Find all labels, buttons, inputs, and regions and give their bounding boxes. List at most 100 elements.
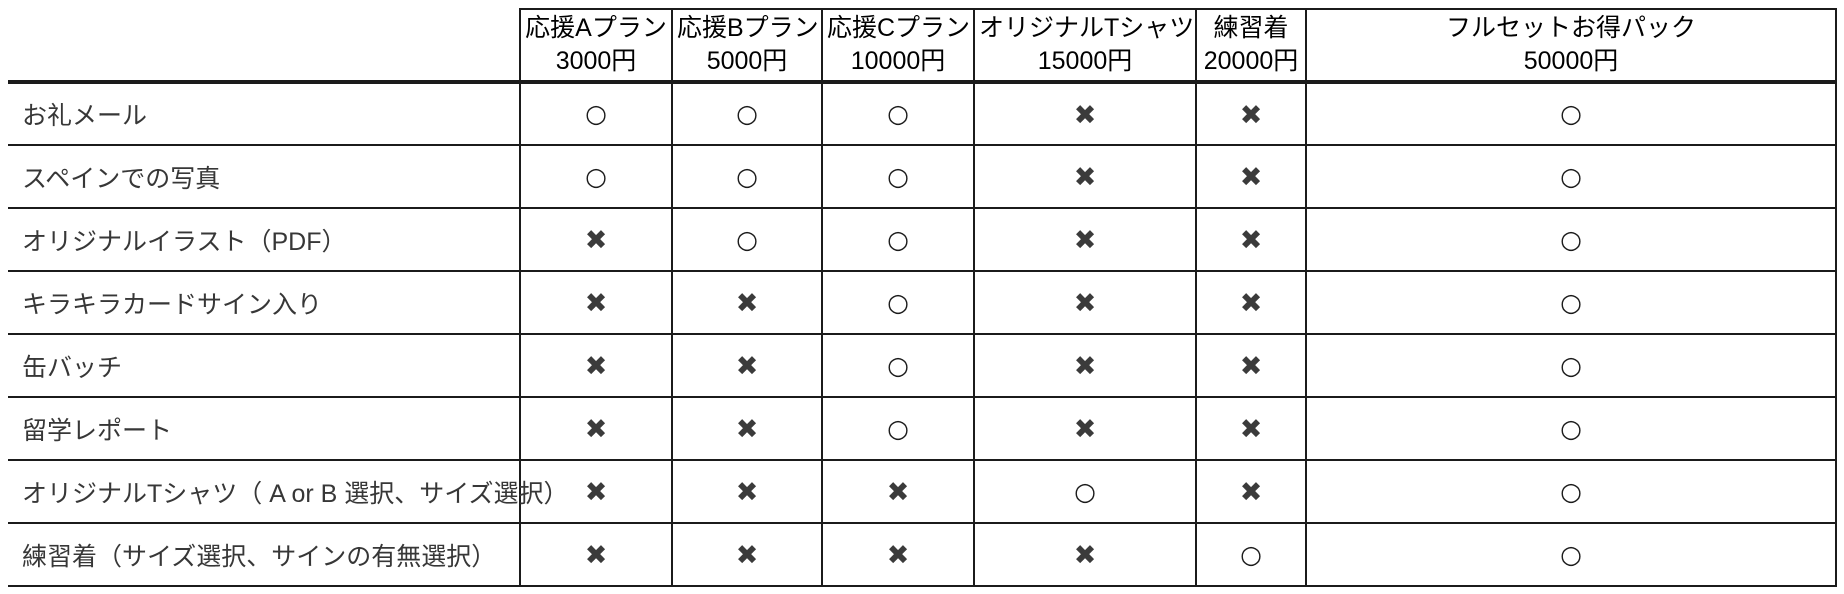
header-plan-tshirt-name: オリジナルTシャツ <box>979 14 1195 42</box>
cell-mark: ○ <box>1305 522 1837 587</box>
excluded-icon: ✖ <box>1239 162 1263 193</box>
excluded-icon: ✖ <box>886 540 910 571</box>
cell-mark: ✖ <box>973 144 1197 209</box>
cell-mark: ✖ <box>973 270 1197 335</box>
included-icon: ○ <box>1560 413 1582 443</box>
excluded-icon: ✖ <box>735 540 759 571</box>
table-row: 留学レポート ✖ ✖ ○ ✖ ✖ ○ <box>8 396 1837 461</box>
header-plan-c-price: 10000円 <box>850 47 946 75</box>
row-label: キラキラカードサイン入り <box>8 270 521 335</box>
excluded-icon: ✖ <box>1239 99 1263 131</box>
excluded-icon: ✖ <box>1239 351 1263 382</box>
header-plan-c: 応援Cプラン 10000円 <box>821 8 975 84</box>
header-plan-a: 応援Aプラン 3000円 <box>519 8 673 84</box>
included-icon: ○ <box>736 161 758 191</box>
excluded-icon: ✖ <box>735 477 759 508</box>
excluded-icon: ✖ <box>735 351 759 382</box>
included-icon: ○ <box>585 161 607 191</box>
row-label: 留学レポート <box>8 396 521 461</box>
cell-mark: ○ <box>821 144 975 209</box>
cell-mark: ○ <box>821 270 975 335</box>
excluded-icon: ✖ <box>584 288 608 319</box>
cell-mark: ○ <box>1305 459 1837 524</box>
cell-mark: ○ <box>821 207 975 272</box>
header-plan-b: 応援Bプラン 5000円 <box>671 8 823 84</box>
cell-mark: ✖ <box>1195 396 1307 461</box>
excluded-icon: ✖ <box>735 414 759 445</box>
header-plan-uniform: 練習着 20000円 <box>1195 8 1307 84</box>
included-icon: ○ <box>1560 224 1582 254</box>
cell-mark: ✖ <box>973 81 1197 146</box>
row-label: オリジナルTシャツ（ A or B 選択、サイズ選択） <box>8 459 569 524</box>
header-corner-cell <box>8 9 521 84</box>
table-row: 缶バッチ ✖ ✖ ○ ✖ ✖ ○ <box>8 333 1837 398</box>
excluded-icon: ✖ <box>1239 288 1263 319</box>
excluded-icon: ✖ <box>1073 540 1097 571</box>
cell-mark: ✖ <box>671 270 823 335</box>
excluded-icon: ✖ <box>1073 225 1097 256</box>
included-icon: ○ <box>736 99 758 128</box>
table-row: 練習着（サイズ選択、サインの有無選択） ✖ ✖ ✖ ✖ ○ ○ <box>8 522 1837 587</box>
table-row: キラキラカードサイン入り ✖ ✖ ○ ✖ ✖ ○ <box>8 270 1837 335</box>
excluded-icon: ✖ <box>735 288 759 319</box>
cell-mark: ○ <box>671 207 823 272</box>
cell-mark: ✖ <box>1195 81 1307 146</box>
included-icon: ○ <box>585 99 607 128</box>
header-plan-a-price: 3000円 <box>555 47 637 75</box>
cell-mark: ○ <box>671 144 823 209</box>
header-plan-b-price: 5000円 <box>706 47 788 75</box>
cell-mark: ✖ <box>671 396 823 461</box>
cell-mark: ○ <box>1195 522 1307 587</box>
cell-mark: ○ <box>1305 396 1837 461</box>
cell-mark: ○ <box>973 459 1197 524</box>
included-icon: ○ <box>1560 476 1582 506</box>
excluded-icon: ✖ <box>584 414 608 445</box>
included-icon: ○ <box>887 413 909 443</box>
header-plan-b-name: 応援Bプラン <box>677 14 819 42</box>
excluded-icon: ✖ <box>584 540 608 571</box>
header-plan-tshirt-price: 15000円 <box>1037 47 1133 75</box>
cell-mark: ✖ <box>1195 144 1307 209</box>
table-header: 応援Aプラン 3000円 応援Bプラン 5000円 応援Cプラン 10000円 … <box>8 8 1837 84</box>
cell-mark: ✖ <box>973 207 1197 272</box>
row-label: オリジナルイラスト（PDF） <box>8 207 521 272</box>
cell-mark: ✖ <box>519 207 673 272</box>
cell-mark: ○ <box>1305 207 1837 272</box>
cell-mark: ✖ <box>519 459 673 524</box>
header-plan-fullset-price: 50000円 <box>1523 47 1619 75</box>
excluded-icon: ✖ <box>886 477 910 508</box>
cell-mark: ✖ <box>821 522 975 587</box>
row-label: 缶バッチ <box>8 333 521 398</box>
included-icon: ○ <box>887 350 909 380</box>
cell-mark: ✖ <box>519 522 673 587</box>
included-icon: ○ <box>1560 350 1582 380</box>
cell-mark: ✖ <box>973 333 1197 398</box>
header-plan-fullset-name: フルセットお得パック <box>1445 14 1696 42</box>
cell-mark: ✖ <box>519 396 673 461</box>
cell-mark: ✖ <box>671 459 823 524</box>
cell-mark: ✖ <box>671 522 823 587</box>
cell-mark: ○ <box>1305 270 1837 335</box>
cell-mark: ✖ <box>1195 270 1307 335</box>
cell-mark: ○ <box>671 81 823 146</box>
included-icon: ○ <box>1240 539 1262 569</box>
row-label: 練習着（サイズ選択、サインの有無選択） <box>8 522 521 587</box>
excluded-icon: ✖ <box>1073 414 1097 445</box>
cell-mark: ✖ <box>1195 333 1307 398</box>
included-icon: ○ <box>887 161 909 191</box>
table-body: お礼メール ○ ○ ○ ✖ ✖ ○ スペインでの写真 ○ ○ ○ ✖ ✖ ○ オリジナルイラスト（PDF） ✖… <box>8 81 1837 587</box>
excluded-icon: ✖ <box>584 351 608 382</box>
header-plan-a-name: 応援Aプラン <box>525 14 667 42</box>
header-plan-fullset: フルセットお得パック 50000円 <box>1305 8 1837 84</box>
included-icon: ○ <box>1074 476 1096 506</box>
excluded-icon: ✖ <box>1073 162 1097 193</box>
header-plan-tshirt: オリジナルTシャツ 15000円 <box>973 8 1197 84</box>
cell-mark: ✖ <box>821 459 975 524</box>
header-plan-uniform-price: 20000円 <box>1203 47 1299 75</box>
excluded-icon: ✖ <box>584 477 608 508</box>
excluded-icon: ✖ <box>1073 99 1097 131</box>
header-plan-c-name: 応援Cプラン <box>827 14 971 42</box>
cell-mark: ○ <box>821 333 975 398</box>
table-header-row: 応援Aプラン 3000円 応援Bプラン 5000円 応援Cプラン 10000円 … <box>8 8 1837 84</box>
